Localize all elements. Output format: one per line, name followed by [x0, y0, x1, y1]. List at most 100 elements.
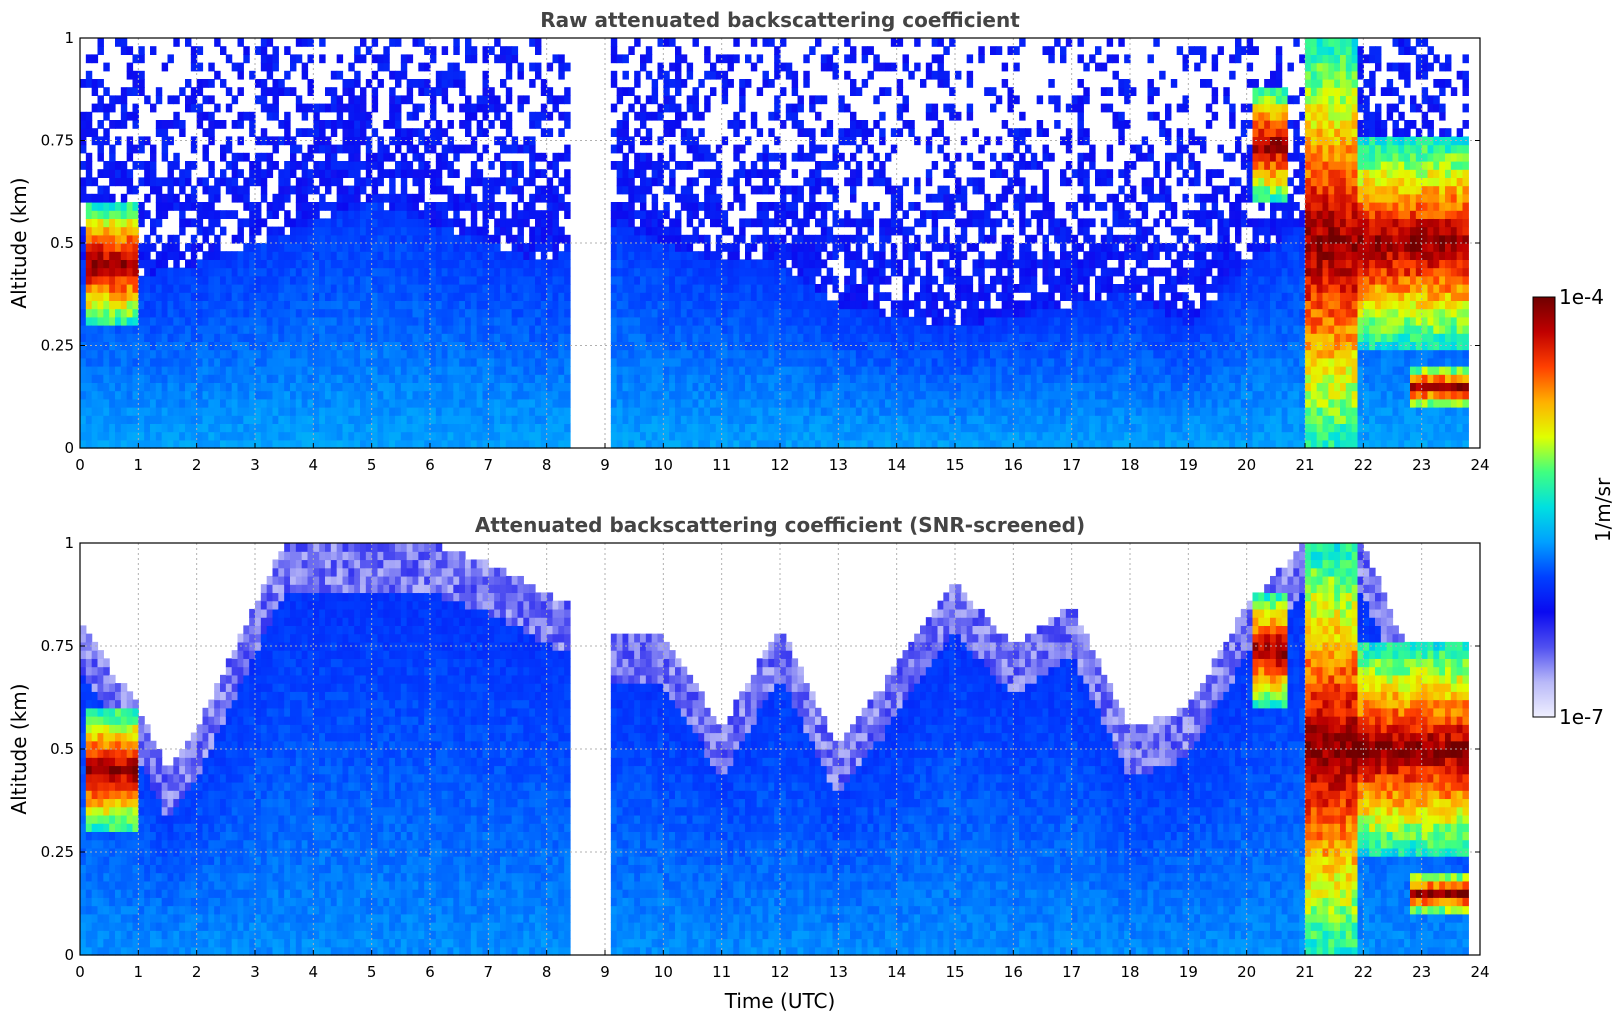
heatmap-cell: [424, 275, 431, 285]
heatmap-cell: [424, 316, 431, 326]
heatmap-cell: [278, 431, 285, 441]
heatmap-cell: [266, 70, 274, 80]
heatmap-cell: [885, 423, 892, 433]
heatmap-cell: [435, 251, 443, 260]
heatmap-cell: [780, 210, 787, 219]
heatmap-cell: [745, 374, 752, 383]
heatmap-cell: [214, 284, 221, 293]
heatmap-cell: [768, 185, 775, 195]
heatmap-cell: [628, 407, 635, 416]
heatmap-cell: [185, 415, 192, 424]
heatmap-cell: [214, 267, 221, 277]
heatmap-cell: [330, 169, 338, 178]
heatmap-cell: [488, 243, 495, 252]
heatmap-cell: [371, 415, 379, 424]
heatmap-cell: [470, 136, 478, 146]
heatmap-cell: [336, 423, 344, 433]
heatmap-cell: [161, 152, 169, 162]
heatmap-cell: [342, 202, 349, 211]
heatmap-cell: [564, 333, 571, 342]
heatmap-cell: [657, 398, 664, 408]
heatmap-cell: [867, 333, 874, 342]
heatmap-cell: [453, 349, 460, 359]
heatmap-cell: [529, 144, 536, 154]
heatmap-cell: [727, 423, 734, 433]
heatmap-cell: [640, 169, 647, 178]
heatmap-cell: [809, 325, 816, 334]
heatmap-cell: [418, 193, 425, 203]
heatmap-cell: [278, 382, 285, 392]
heatmap-cell: [774, 300, 781, 310]
heatmap-cell: [692, 300, 699, 310]
heatmap-cell: [412, 267, 419, 277]
heatmap-cell: [715, 423, 723, 433]
heatmap-cell: [680, 341, 688, 351]
heatmap-cell: [406, 325, 414, 334]
heatmap-cell: [663, 333, 670, 342]
heatmap-cell: [249, 251, 256, 260]
heatmap-cell: [494, 95, 501, 105]
heatmap-cell: [354, 300, 361, 310]
heatmap-cell: [266, 366, 274, 375]
heatmap-cell: [791, 103, 799, 113]
heatmap-cell: [202, 333, 209, 342]
heatmap-cell: [202, 415, 209, 424]
heatmap-cell: [406, 251, 414, 260]
heatmap-cell: [144, 366, 151, 375]
heatmap-cell: [412, 374, 419, 383]
heatmap-cell: [651, 382, 659, 392]
heatmap-cell: [470, 382, 478, 392]
heatmap-cell: [161, 267, 169, 277]
heatmap-cell: [476, 128, 484, 137]
heatmap-cell: [430, 144, 437, 154]
heatmap-cell: [762, 374, 769, 383]
heatmap-cell: [535, 243, 542, 252]
heatmap-cell: [319, 398, 326, 408]
heatmap-cell: [552, 267, 559, 277]
heatmap-cell: [791, 193, 799, 203]
heatmap-cell: [406, 374, 414, 383]
heatmap-cell: [552, 415, 559, 424]
heatmap-cell: [430, 177, 437, 187]
heatmap-cell: [325, 431, 332, 441]
heatmap-cell: [710, 185, 717, 195]
heatmap-cell: [161, 62, 169, 72]
heatmap-cell: [266, 439, 274, 449]
heatmap-cell: [400, 349, 408, 359]
heatmap-cell: [342, 423, 349, 433]
heatmap-cell: [295, 144, 303, 154]
heatmap-cell: [494, 136, 501, 146]
heatmap-cell: [465, 423, 472, 433]
heatmap-cell: [511, 210, 519, 219]
heatmap-cell: [330, 366, 338, 375]
heatmap-cell: [354, 111, 361, 121]
heatmap-cell: [237, 415, 244, 424]
heatmap-cell: [710, 423, 717, 433]
heatmap-cell: [517, 275, 524, 285]
heatmap-cell: [657, 325, 664, 334]
heatmap-cell: [196, 103, 204, 113]
heatmap-cell: [459, 316, 466, 326]
heatmap-cell: [365, 423, 373, 433]
heatmap-cell: [459, 357, 466, 367]
heatmap-cell: [441, 439, 449, 449]
heatmap-cell: [325, 243, 332, 252]
heatmap-cell: [610, 439, 618, 449]
heatmap-cell: [418, 267, 425, 277]
heatmap-cell: [488, 349, 495, 359]
heatmap-cell: [465, 54, 472, 64]
heatmap-cell: [313, 161, 320, 170]
heatmap-cell: [196, 300, 204, 310]
heatmap-cell: [424, 357, 431, 367]
heatmap-cell: [523, 267, 530, 277]
heatmap-cell: [412, 259, 419, 269]
heatmap-cell: [505, 333, 513, 342]
heatmap-cell: [85, 423, 93, 433]
heatmap-cell: [622, 390, 629, 400]
heatmap-cell: [564, 177, 571, 187]
heatmap-cell: [873, 300, 880, 310]
heatmap-cell: [482, 46, 489, 55]
heatmap-cell: [692, 431, 699, 441]
heatmap-cell: [161, 292, 169, 301]
heatmap-cell: [196, 398, 204, 408]
